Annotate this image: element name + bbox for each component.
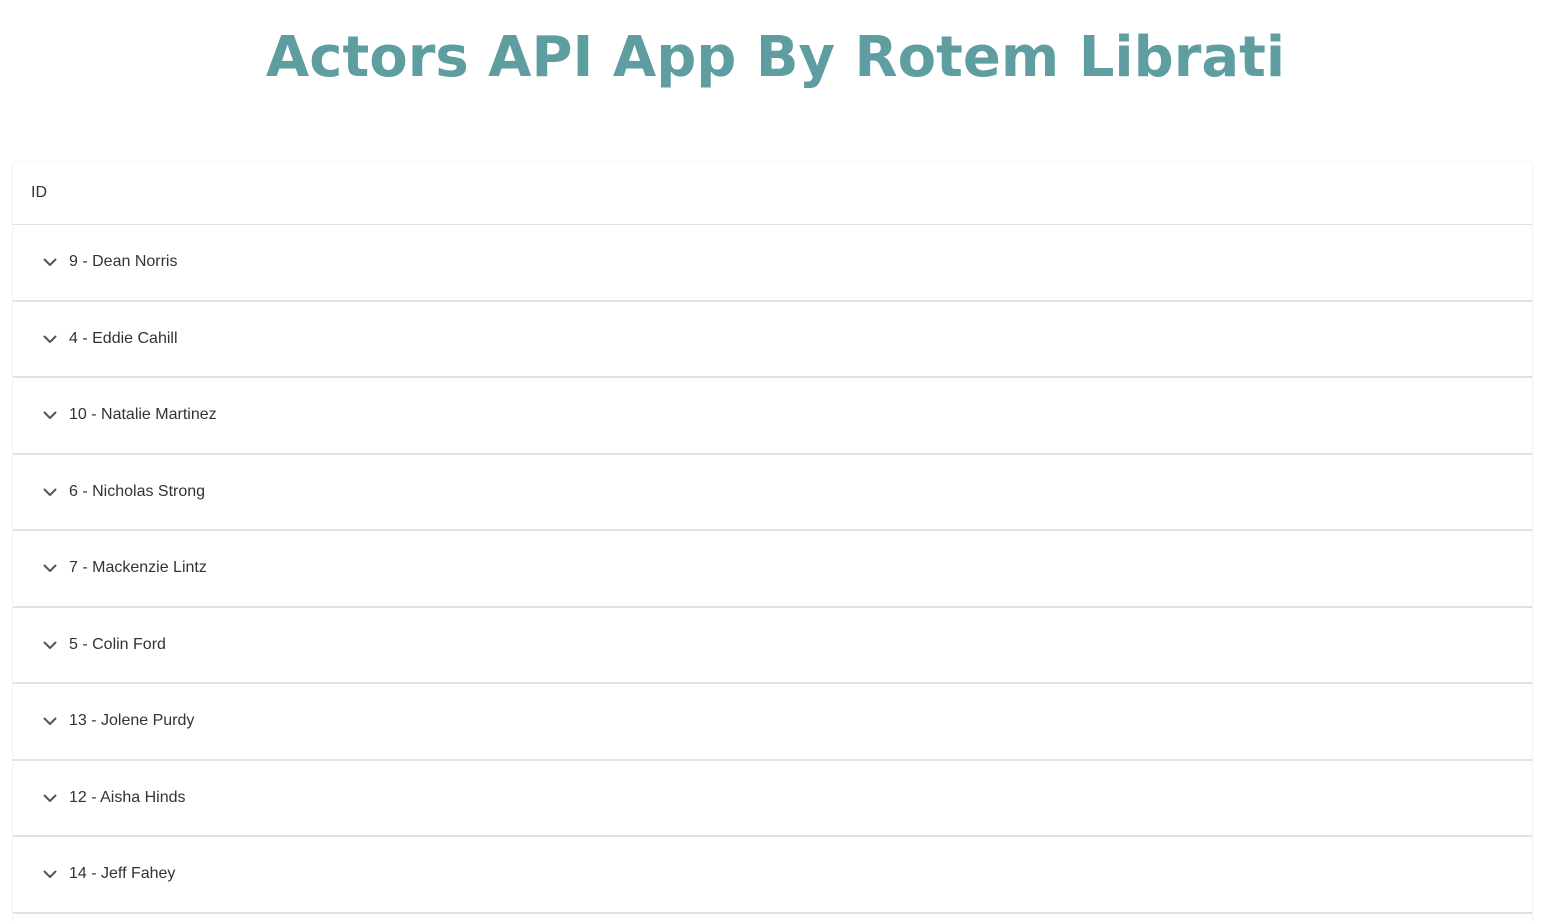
row-label: 14 - Jeff Fahey [69,865,176,883]
chevron-down-icon[interactable] [41,559,59,577]
row-label: 6 - Nicholas Strong [69,482,206,500]
chevron-down-icon[interactable] [41,253,59,271]
row-label: 10 - Natalie Martinez [69,406,217,424]
table-row[interactable]: 7 - Mackenzie Lintz [13,531,1532,608]
table-row[interactable]: 12 - Aisha Hinds [13,761,1532,837]
table-row[interactable]: 9 - Dean Norris [13,225,1532,302]
chevron-down-icon[interactable] [41,712,59,730]
row-label: 12 - Aisha Hinds [69,788,186,806]
page-title: Actors API App By Rotem Librati [265,25,1286,90]
table-row[interactable]: 5 - Colin Ford [13,608,1532,684]
actors-table: ID 9 - Dean Norris 4 - Eddie Cahill 10 -… [13,162,1532,922]
table-row[interactable]: 14 - Jeff Fahey [13,837,1532,914]
row-label: 7 - Mackenzie Lintz [69,559,207,577]
row-label: 4 - Eddie Cahill [69,329,178,347]
row-label: 5 - Colin Ford [69,635,166,653]
row-label: 13 - Jolene Purdy [69,712,195,730]
chevron-down-icon[interactable] [41,406,59,424]
table-header: ID [13,162,1532,225]
table-row[interactable]: 6 - Nicholas Strong [13,455,1532,531]
table-row[interactable]: 13 - Jolene Purdy [13,684,1532,761]
row-label: 9 - Dean Norris [69,253,178,271]
column-header-id: ID [31,184,47,201]
chevron-down-icon[interactable] [41,865,59,883]
table-row[interactable]: 10 - Natalie Martinez [13,378,1532,455]
table-row[interactable]: 4 - Eddie Cahill [13,302,1532,378]
chevron-down-icon[interactable] [41,636,59,654]
chevron-down-icon[interactable] [41,330,59,348]
chevron-down-icon[interactable] [41,789,59,807]
chevron-down-icon[interactable] [41,483,59,501]
